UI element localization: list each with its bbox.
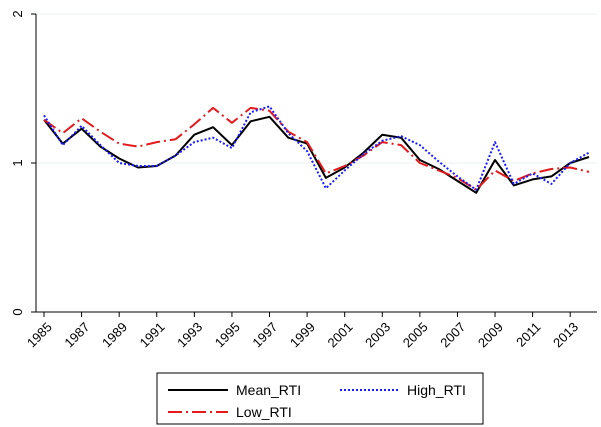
series-lines [43, 105, 590, 194]
series-line-low-rti [43, 106, 590, 191]
series-line-high-rti [43, 105, 590, 191]
y-tick-label-2: 2 [10, 10, 25, 17]
legend-label-mean-rti: Mean_RTI [236, 382, 301, 398]
y-tick-label-0: 0 [10, 308, 25, 315]
y-ticks: 0 1 2 [10, 10, 36, 316]
legend-label-high-rti: High_RTI [407, 382, 466, 398]
legend-box [156, 372, 484, 425]
legend: Mean_RTI High_RTI Low_RTI [156, 372, 484, 425]
y-tick-label-1: 1 [10, 159, 25, 166]
legend-label-low-rti: Low_RTI [236, 404, 292, 420]
series-line-mean-rti [43, 115, 590, 194]
